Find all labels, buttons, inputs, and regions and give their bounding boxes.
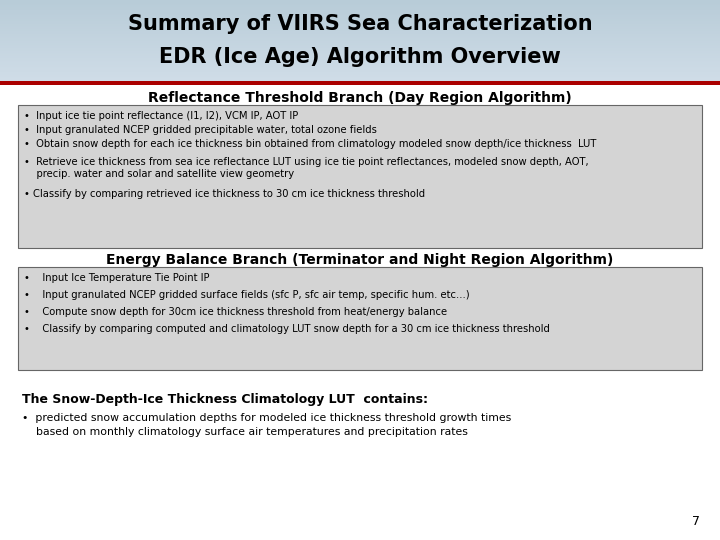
Text: Energy Balance Branch (Terminator and Night Region Algorithm): Energy Balance Branch (Terminator and Ni… xyxy=(107,253,613,267)
Text: •    Input granulated NCEP gridded surface fields (sfc P, sfc air temp, specific: • Input granulated NCEP gridded surface … xyxy=(24,290,469,300)
Text: •  Retrieve ice thickness from sea ice reflectance LUT using ice tie point refle: • Retrieve ice thickness from sea ice re… xyxy=(24,157,589,179)
Text: •    Input Ice Temperature Tie Point IP: • Input Ice Temperature Tie Point IP xyxy=(24,273,210,283)
Bar xyxy=(18,105,702,248)
Bar xyxy=(0,86,720,540)
Text: The Snow-Depth-Ice Thickness Climatology LUT  contains:: The Snow-Depth-Ice Thickness Climatology… xyxy=(22,393,428,406)
Text: • Classify by comparing retrieved ice thickness to 30 cm ice thickness threshold: • Classify by comparing retrieved ice th… xyxy=(24,189,425,199)
Text: •  predicted snow accumulation depths for modeled ice thickness threshold growth: • predicted snow accumulation depths for… xyxy=(22,413,511,437)
Text: EDR (Ice Age) Algorithm Overview: EDR (Ice Age) Algorithm Overview xyxy=(159,47,561,67)
Bar xyxy=(18,267,702,370)
Text: Reflectance Threshold Branch (Day Region Algorithm): Reflectance Threshold Branch (Day Region… xyxy=(148,91,572,105)
Text: •    Classify by comparing computed and climatology LUT snow depth for a 30 cm i: • Classify by comparing computed and cli… xyxy=(24,324,550,334)
Text: Summary of VIIRS Sea Characterization: Summary of VIIRS Sea Characterization xyxy=(127,14,593,34)
Text: •  Obtain snow depth for each ice thickness bin obtained from climatology modele: • Obtain snow depth for each ice thickne… xyxy=(24,139,596,149)
Text: •  Input granulated NCEP gridded precipitable water, total ozone fields: • Input granulated NCEP gridded precipit… xyxy=(24,125,377,135)
Text: •  Input ice tie point reflectance (I1, I2), VCM IP, AOT IP: • Input ice tie point reflectance (I1, I… xyxy=(24,111,298,121)
Text: 7: 7 xyxy=(692,515,700,528)
Text: •    Compute snow depth for 30cm ice thickness threshold from heat/energy balanc: • Compute snow depth for 30cm ice thickn… xyxy=(24,307,447,317)
Bar xyxy=(0,81,720,85)
